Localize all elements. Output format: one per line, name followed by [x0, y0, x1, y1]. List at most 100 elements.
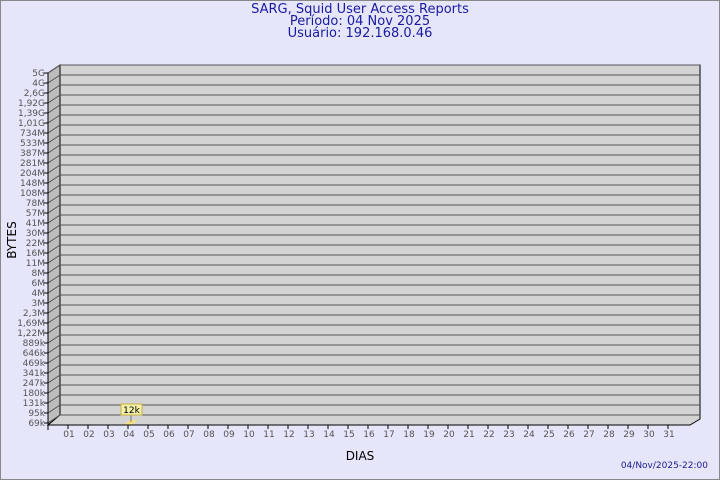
y-tick-label: 2,6G — [24, 89, 45, 99]
gridline-side — [47, 214, 61, 224]
x-tick-label: 23 — [503, 430, 514, 440]
gridline-side — [47, 364, 61, 374]
gridline-side — [47, 184, 61, 194]
x-tick-label: 14 — [323, 430, 335, 440]
x-tick-label: 05 — [143, 430, 154, 440]
y-tick-label: 2,3M — [23, 309, 45, 319]
x-tick-label: 16 — [363, 430, 375, 440]
chart-period: Período: 04 Nov 2025 — [289, 14, 431, 29]
report-timestamp: 04/Nov/2025-22:00 — [620, 461, 708, 471]
x-tick-label: 17 — [383, 430, 394, 440]
y-tick-label: 78M — [26, 199, 45, 209]
gridline-side — [47, 164, 61, 174]
gridline-side — [47, 414, 61, 424]
y-tick-label: 1,39G — [18, 109, 45, 119]
y-tick-label: 131k — [23, 399, 46, 409]
gridline-side — [47, 74, 61, 84]
x-tick-label: 25 — [543, 430, 554, 440]
y-tick-label: 469k — [23, 359, 46, 369]
y-tick-label: 247k — [23, 379, 46, 389]
y-tick-label: 22M — [26, 239, 45, 249]
y-tick-label: 5G — [32, 69, 45, 79]
x-tick-label: 10 — [243, 430, 255, 440]
y-tick-label: 1,69M — [17, 319, 45, 329]
gridline-side — [47, 244, 61, 254]
gridline-side — [47, 114, 61, 124]
x-tick-label: 24 — [523, 430, 535, 440]
x-tick-label: 08 — [203, 430, 215, 440]
y-tick-label: 1,92G — [18, 99, 45, 109]
x-tick-label: 12 — [283, 430, 294, 440]
x-tick-label: 26 — [563, 430, 575, 440]
gridline-side — [47, 204, 61, 214]
gridline-side — [47, 154, 61, 164]
y-tick-label: 387M — [20, 149, 45, 159]
y-tick-label: 3M — [32, 299, 46, 309]
y-tick-label: 69k — [28, 419, 45, 429]
back-wall — [59, 64, 701, 416]
y-tick-label: 204M — [20, 169, 45, 179]
floor — [46, 414, 701, 426]
gridline-side — [47, 344, 61, 354]
gridline-side — [47, 284, 61, 294]
gridline-side — [47, 234, 61, 244]
chart-title: SARG, Squid User Access Reports — [251, 2, 469, 17]
gridline-side — [47, 174, 61, 184]
x-tick-label: 11 — [263, 430, 274, 440]
x-tick-label: 13 — [303, 430, 314, 440]
gridline-side — [47, 224, 61, 234]
y-tick-label: 180k — [23, 389, 46, 399]
x-tick-label: 15 — [343, 430, 354, 440]
x-tick-label: 03 — [103, 430, 114, 440]
x-tick-label: 21 — [463, 430, 474, 440]
gridline-side — [47, 334, 61, 344]
y-tick-label: 1,22M — [17, 329, 45, 339]
gridline-side — [47, 124, 61, 134]
x-tick-label: 30 — [643, 430, 655, 440]
gridline-side — [47, 294, 61, 304]
gridline-side — [47, 264, 61, 274]
gridline-side — [47, 274, 61, 284]
x-tick-label: 01 — [63, 430, 74, 440]
y-tick-label: 30M — [26, 229, 45, 239]
gridline-side — [47, 384, 61, 394]
y-tick-label: 16M — [26, 249, 45, 259]
gridline-side — [47, 314, 61, 324]
y-tick-label: 6M — [32, 279, 46, 289]
gridline-side — [47, 104, 61, 114]
y-tick-label: 734M — [20, 129, 45, 139]
gridline-side — [47, 84, 61, 94]
x-tick-label: 27 — [583, 430, 594, 440]
gridline-side — [47, 254, 61, 264]
x-tick-label: 31 — [663, 430, 674, 440]
y-tick-label: 533M — [20, 139, 45, 149]
gridline-side — [47, 144, 61, 154]
y-tick-label: 1,01G — [18, 119, 45, 129]
y-tick-label: 108M — [20, 189, 45, 199]
y-tick-label: 148M — [20, 179, 45, 189]
y-tick-label: 95k — [28, 409, 45, 419]
gridline-side — [47, 194, 61, 204]
bar-value-label-box — [120, 403, 143, 416]
y-tick-label: 889k — [23, 339, 46, 349]
x-tick-label: 02 — [83, 430, 94, 440]
gridline-side — [47, 394, 61, 404]
x-tick-label: 04 — [123, 430, 135, 440]
y-tick-label: 8M — [32, 269, 46, 279]
gridline-side — [47, 134, 61, 144]
gridline-side — [47, 374, 61, 384]
y-tick-label: 4M — [32, 289, 46, 299]
x-tick-label: 20 — [443, 430, 455, 440]
chart-user: Usuário: 192.168.0.46 — [287, 26, 433, 41]
y-axis-label: BYTES — [5, 221, 19, 258]
x-tick-label: 06 — [163, 430, 175, 440]
y-tick-label: 41M — [26, 219, 45, 229]
x-tick-label: 09 — [223, 430, 235, 440]
gridline-side — [47, 354, 61, 364]
gridline-side — [47, 304, 61, 314]
bar — [124, 420, 138, 425]
y-tick-label: 646k — [23, 349, 46, 359]
gridline-side — [47, 94, 61, 104]
x-tick-label: 28 — [603, 430, 615, 440]
